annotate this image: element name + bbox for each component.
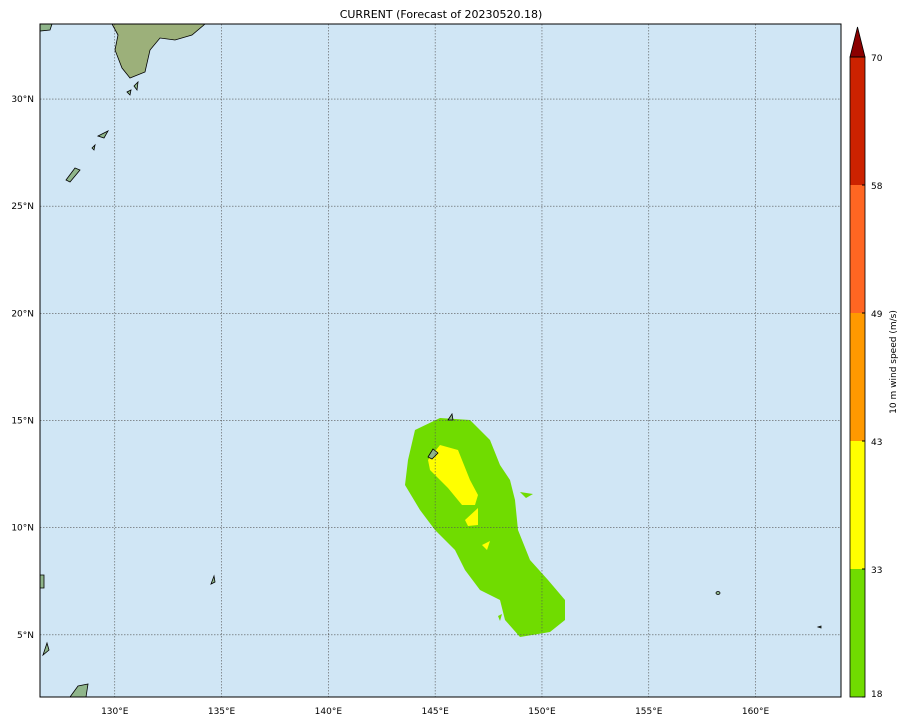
colorbar-frame <box>849 56 866 698</box>
y-tick-label: 5°N <box>17 631 34 641</box>
y-tick-label: 20°N <box>11 309 34 319</box>
colorbar-segment <box>850 569 865 697</box>
map-frame <box>39 23 842 698</box>
colorbar-tick-label: 58 <box>871 182 883 192</box>
colorbar-extend <box>849 26 866 58</box>
colorbar-segment <box>850 57 865 185</box>
x-tick-label: 130°E <box>101 707 129 717</box>
colorbar: 18 33 43 49 58 70 <box>849 26 883 700</box>
x-tick-label: 160°E <box>742 707 770 717</box>
y-tick-label: 10°N <box>11 524 34 534</box>
colorbar-tick-label: 43 <box>871 438 882 448</box>
y-tick-label: 25°N <box>11 202 34 212</box>
colorbar-segment <box>850 441 865 569</box>
ocean <box>40 24 841 697</box>
y-tick-label: 30°N <box>11 95 34 105</box>
map-title: CURRENT (Forecast of 20230520.18) <box>340 8 543 21</box>
colorbar-segment <box>850 313 865 441</box>
x-tick-label: 145°E <box>421 707 449 717</box>
x-tick-label: 140°E <box>315 707 343 717</box>
colorbar-tick-label: 33 <box>871 566 882 576</box>
graticule: 130°E 135°E 140°E 145°E 150°E 155°E 160°E 5°N 10… <box>11 24 841 717</box>
x-tick-label: 150°E <box>528 707 556 717</box>
colorbar-tick-label: 70 <box>871 54 883 64</box>
y-tick-label: 15°N <box>11 417 34 427</box>
colorbar-tick-label: 18 <box>871 690 883 700</box>
colorbar-label: 10 m wind speed (m/s) <box>889 310 899 414</box>
x-tick-label: 155°E <box>635 707 663 717</box>
colorbar-segment <box>850 185 865 313</box>
x-tick-label: 135°E <box>208 707 236 717</box>
colorbar-tick-label: 49 <box>871 310 883 320</box>
